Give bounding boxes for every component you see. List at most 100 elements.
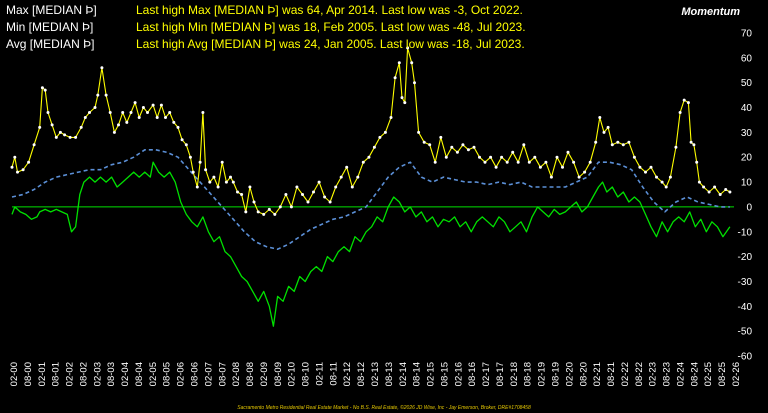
series-max-point [561,165,564,169]
x-tick-label: 08-10 [301,362,312,386]
y-tick-label: 40 [741,103,753,114]
series-max-point [262,212,266,216]
x-axis-ticks: 02-00 08-00 02-01 08-01 02-02 08-02 02-03 08-03… [9,362,742,386]
x-tick-label: 08-11 [328,362,339,386]
series-max-point [93,106,97,109]
series-max-point [63,133,67,137]
series-max-point [417,130,421,134]
series-max-point [489,155,493,159]
legend-avg: Avg [MEDIAN Þ] Last high Avg [MEDIAN Þ] … [6,37,525,51]
series-max-point [151,103,155,107]
series-max-point [74,135,78,139]
x-tick-label: 02-25 [703,362,714,386]
series-max-point [188,155,192,159]
x-tick-label: 02-18 [509,362,520,386]
series-max-point [27,160,31,164]
series-max-point [505,160,509,164]
legend-min-name: Min [MEDIAN Þ] [6,20,94,34]
series-max-point [38,125,42,129]
series-max-point [306,200,310,204]
x-tick-label: 08-14 [412,362,423,386]
x-tick-label: 08-05 [162,362,173,386]
series-max-point [301,193,304,196]
y-tick-label: 30 [741,128,753,139]
series-max-point [393,76,397,80]
x-tick-label: 02-08 [231,362,242,386]
series-max-point [428,143,432,147]
series-max-point [403,101,407,105]
series-max-point [32,143,36,147]
y-axis-ticks: 70 60 50 40 30 20 10 0 -10 -20 -30 -40 -50 -60 [738,29,753,363]
series-max-point [104,93,108,97]
x-tick-label: 08-24 [689,362,700,386]
x-tick-label: 08-04 [134,362,145,386]
series-max-point [180,138,184,142]
series-max-point [172,120,176,124]
series-max-point [289,205,293,209]
legend-min: Min [MEDIAN Þ] Last high Min [MEDIAN Þ] … [6,20,526,34]
x-tick-label: 02-12 [342,362,353,386]
y-tick-label: -50 [738,327,753,338]
series-max-point [191,170,195,174]
x-tick-label: 02-24 [675,362,686,386]
series-max-point [58,130,62,134]
y-tick-label: 20 [741,153,753,164]
series-max-point [682,98,686,102]
y-tick-label: -10 [738,227,753,238]
series-max-point [328,200,332,204]
series-max-point [350,185,354,189]
x-tick-label: 08-25 [717,362,728,386]
series-max-point [644,170,647,174]
series-max-point [511,150,515,154]
x-tick-label: 02-22 [620,362,631,386]
series-max-point [713,185,717,189]
series-max-point [422,140,426,144]
series-max-point [678,111,682,114]
legend-avg-note: Last high Avg [MEDIAN Þ] was 24, Jan 200… [136,37,525,51]
series-max-point [224,180,228,184]
series-max-point [461,143,465,147]
series-max-point [195,185,199,189]
series-max-point [137,116,141,119]
series-max-point [455,150,459,154]
legend-max: Max [MEDIAN Þ] Last high Max [MEDIAN Þ] … [6,3,523,17]
series-max-point [236,190,239,194]
series-max-point [594,140,598,144]
series-max-point [397,61,401,65]
series-max-point [566,150,570,154]
series-max-point [472,145,476,149]
series-max-point [606,125,610,129]
series-max-point [146,111,149,114]
x-tick-label: 02-26 [731,362,742,386]
series-max-point [718,193,722,196]
series-max-point [660,180,664,184]
series-max-point [79,125,83,129]
y-tick-label: -40 [738,302,753,313]
x-tick-label: 02-19 [537,362,548,386]
x-tick-label: 02-13 [370,362,381,386]
series-max-point [533,155,537,159]
x-tick-label: 08-12 [356,362,367,386]
series-max-point [198,160,202,164]
series-max-point [372,145,376,149]
series-max-point [616,140,620,144]
x-tick-label: 02-05 [148,362,159,386]
x-tick-label: 08-03 [106,362,117,386]
series-max-point [231,180,235,184]
x-tick-label: 02-07 [203,362,214,386]
series-max-point [406,46,410,50]
x-tick-label: 08-09 [273,362,284,386]
series-max-point [522,143,526,147]
legend-min-note: Last high Min [MEDIAN Þ] was 18, Feb 200… [136,20,526,34]
series-max-point [108,111,112,114]
x-tick-label: 02-11 [314,362,325,386]
series-max-point [184,143,188,147]
x-tick-label: 02-21 [592,362,603,386]
legend-max-name: Max [MEDIAN Þ] [6,3,97,17]
series-min-line [11,161,731,327]
series-max-point [40,86,44,90]
series-max-point [168,111,172,114]
y-tick-label: -30 [738,277,753,288]
series-max-point [10,165,14,169]
series-max-point [664,185,668,189]
